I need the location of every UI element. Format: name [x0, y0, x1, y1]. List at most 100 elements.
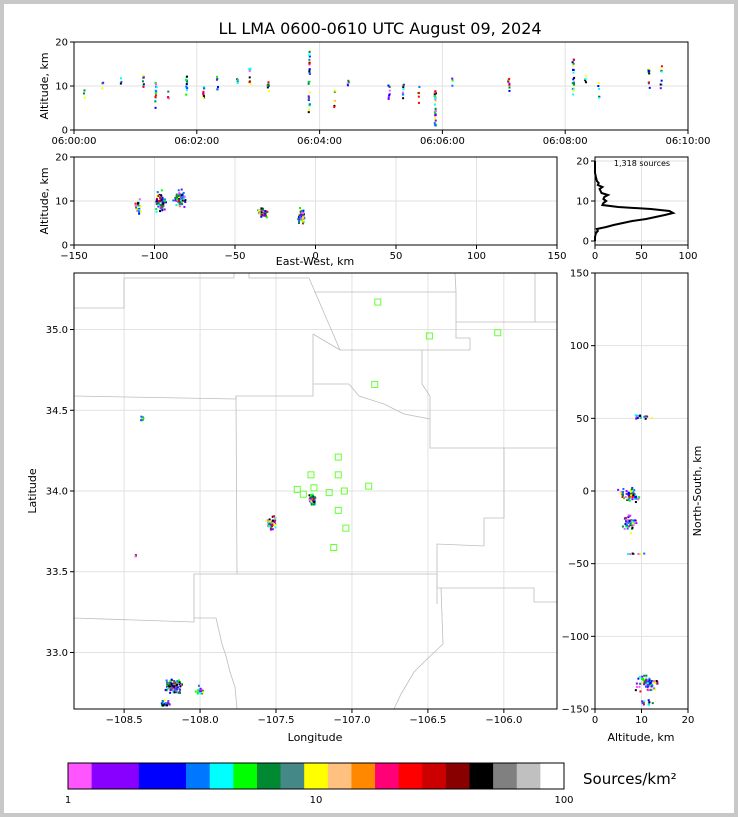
lightning-source-point [648, 701, 651, 704]
lightning-source-point [653, 687, 656, 690]
lightning-source-point [651, 702, 654, 705]
lightning-source-point [402, 86, 405, 89]
lightning-source-point [177, 200, 180, 203]
lightning-source-point [659, 87, 662, 90]
lightning-source-point [645, 680, 648, 683]
histogram-xtick-label: 100 [678, 251, 697, 262]
lightning-source-point [623, 527, 626, 530]
lightning-source-point [178, 197, 181, 200]
lightning-source-point [572, 68, 575, 71]
lightning-source-point [215, 75, 218, 78]
lightning-source-point [637, 498, 640, 501]
lightning-source-point [171, 681, 174, 684]
lightning-source-point [627, 492, 630, 495]
lightning-source-point [621, 496, 624, 499]
ew-altitude-panel: −150 −100 −50 0 50 100 150 0 10 20 East-West, km… [38, 153, 567, 269]
lightning-source-point [643, 674, 646, 677]
time-altitude-xtick-label: 06:02:00 [174, 136, 219, 147]
lightning-source-point [160, 206, 163, 209]
lightning-source-point [155, 197, 158, 200]
lightning-source-point [176, 686, 179, 689]
lightning-source-point [178, 683, 181, 686]
lightning-source-point [137, 208, 140, 211]
lightning-source-point [154, 92, 157, 95]
lightning-source-point [154, 106, 157, 109]
lightning-source-point [642, 679, 645, 682]
colorbar-cell [91, 763, 116, 789]
lightning-source-point [298, 218, 301, 221]
county-boundaries [73, 272, 557, 710]
lightning-source-point [156, 202, 159, 205]
lightning-source-point [308, 70, 311, 73]
lma-station-marker [374, 298, 382, 306]
boundary-line [308, 272, 471, 351]
lightning-source-point [167, 700, 170, 703]
ew-altitude-xtick-label: −100 [141, 251, 168, 262]
lightning-source-point [183, 205, 186, 208]
lightning-source-point [271, 528, 274, 531]
lightning-source-point [333, 105, 336, 108]
lma-station-marker [340, 487, 348, 495]
boundary-line [393, 587, 444, 710]
boundary-line [312, 333, 341, 351]
ew-altitude-xlabel: East-West, km [276, 255, 354, 268]
lightning-source-point [179, 199, 182, 202]
lightning-source-point [102, 81, 105, 84]
ew-altitude-xtick-label: 50 [390, 251, 403, 262]
lightning-source-point [157, 205, 160, 208]
lightning-source-point [434, 90, 437, 93]
histogram-ytick-label: 10 [576, 197, 589, 208]
lightning-source-point [271, 515, 274, 518]
lightning-source-point [182, 191, 185, 194]
lightning-source-point [649, 689, 652, 692]
lightning-source-point [622, 490, 625, 493]
lightning-source-point [164, 198, 167, 201]
lightning-source-point [270, 522, 273, 525]
lma-station-marker [334, 506, 342, 514]
colorbar-cell [445, 763, 470, 789]
lightning-source-point [183, 195, 186, 198]
lightning-source-point [173, 686, 176, 689]
lightning-source-point [648, 68, 651, 71]
lightning-source-point [625, 524, 628, 527]
lightning-source-point [176, 197, 179, 200]
lightning-source-point [621, 525, 624, 528]
lightning-source-point [83, 96, 86, 99]
figure-title: LL LMA 0600-0610 UTC August 09, 2024 [218, 19, 541, 38]
lightning-source-point [160, 199, 163, 202]
lightning-source-point [631, 488, 634, 491]
lightning-source-point [635, 417, 638, 420]
lightning-source-point [154, 94, 157, 97]
lightning-source-point [173, 681, 176, 684]
lightning-source-point [623, 497, 626, 500]
lightning-source-point [185, 86, 188, 89]
lightning-source-point [274, 526, 277, 529]
lightning-source-point [307, 98, 310, 101]
lightning-source-point [176, 687, 179, 690]
colorbar-cell [398, 763, 423, 789]
lightning-source-point [268, 518, 271, 521]
lightning-source-point [173, 680, 176, 683]
lightning-source-point [312, 497, 315, 500]
lightning-source-point [647, 688, 650, 691]
lightning-source-point [346, 84, 349, 87]
colorbar-cell [493, 763, 518, 789]
lightning-source-point [308, 80, 311, 83]
lightning-source-point [628, 520, 631, 523]
plan-view-ytick-label: 34.0 [46, 487, 68, 498]
lightning-source-point [302, 219, 305, 222]
lightning-source-point [639, 690, 642, 693]
lightning-source-point [185, 89, 188, 92]
lightning-source-point [308, 62, 311, 65]
boundary-line [436, 448, 505, 604]
lightning-source-point [660, 68, 663, 71]
lightning-source-point [261, 208, 264, 211]
altitude-ns-ylabel: North-South, km [691, 446, 704, 537]
lightning-source-point [134, 555, 137, 558]
lma-station-marker [330, 544, 338, 552]
lightning-source-point [248, 76, 251, 79]
figure-frame: LL LMA 0600-0610 UTC August 09, 2024 06:… [4, 4, 734, 813]
lightning-source-point [140, 419, 143, 422]
lightning-source-point [626, 525, 629, 528]
lightning-source-point [168, 682, 171, 685]
